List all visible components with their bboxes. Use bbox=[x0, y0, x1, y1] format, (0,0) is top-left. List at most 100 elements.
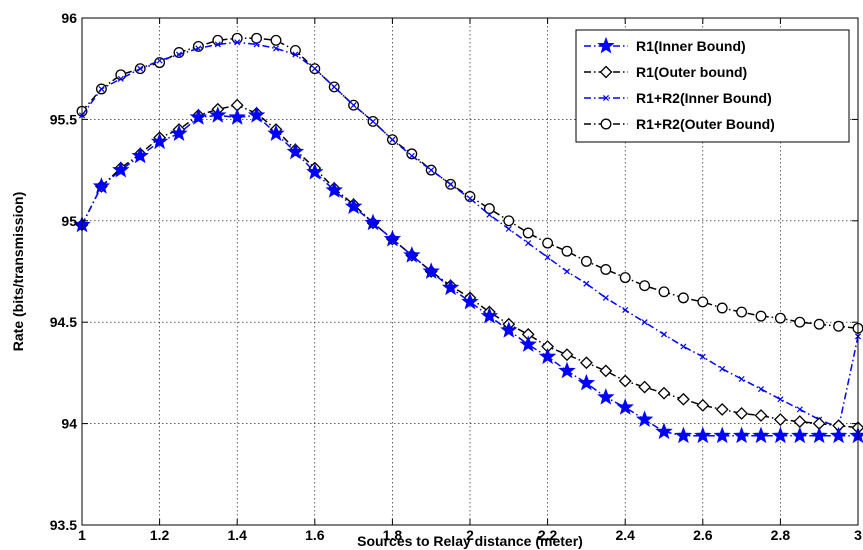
data-point bbox=[639, 280, 651, 292]
data-point bbox=[791, 426, 809, 444]
data-point bbox=[757, 386, 765, 393]
data-point bbox=[175, 51, 183, 58]
data-point bbox=[635, 410, 654, 427]
data-point bbox=[777, 396, 784, 403]
x-tick-label: 1.2 bbox=[150, 527, 170, 543]
data-point bbox=[599, 364, 613, 378]
legend-label: R1(Inner Bound) bbox=[636, 38, 746, 54]
data-point bbox=[774, 312, 786, 324]
data-point bbox=[464, 191, 476, 202]
x-tick-label: 2.8 bbox=[771, 527, 791, 543]
data-point bbox=[251, 32, 263, 44]
data-point bbox=[525, 240, 532, 247]
data-point bbox=[738, 375, 745, 383]
data-point bbox=[503, 215, 515, 227]
data-point bbox=[247, 106, 266, 123]
data-point bbox=[325, 181, 343, 198]
data-point bbox=[406, 148, 418, 160]
data-point bbox=[292, 51, 299, 58]
x-tick-label: 1.6 bbox=[305, 527, 325, 543]
data-point bbox=[306, 162, 324, 180]
data-point bbox=[542, 237, 554, 249]
legend-marker bbox=[600, 118, 612, 130]
data-point bbox=[641, 319, 648, 326]
data-point bbox=[267, 124, 285, 141]
x-tick-label: 2 bbox=[466, 527, 474, 543]
data-point bbox=[189, 108, 208, 125]
legend-entry: R1+R2(Inner Bound) bbox=[584, 90, 772, 106]
data-point bbox=[833, 320, 845, 332]
data-point bbox=[112, 160, 130, 178]
data-point bbox=[170, 124, 188, 141]
axis-ticks: 1 1.2 1.4 1.6 1.8 2 2.2 2.4 2.6 2.8 3 93.5 94 94.5 95 9… bbox=[50, 10, 862, 543]
data-point bbox=[674, 426, 693, 444]
y-tick-label: 96 bbox=[61, 10, 77, 26]
data-point bbox=[422, 262, 440, 279]
data-point bbox=[563, 268, 571, 275]
legend-marker bbox=[597, 36, 615, 54]
legend-entry: R1(Outer bound) bbox=[584, 64, 747, 80]
data-point bbox=[272, 45, 280, 52]
legend-label: R1+R2(Outer Bound) bbox=[636, 116, 775, 132]
x-tick-label: 1.4 bbox=[227, 527, 247, 543]
data-point bbox=[311, 65, 318, 72]
data-point bbox=[344, 197, 363, 215]
data-point bbox=[131, 146, 149, 164]
data-point bbox=[754, 409, 768, 422]
x-tick-label: 3 bbox=[854, 527, 862, 543]
x-tick-label: 2.2 bbox=[538, 527, 558, 543]
x-tick-label: 1 bbox=[78, 527, 86, 543]
legend-label: R1(Outer bound) bbox=[636, 64, 747, 80]
data-point bbox=[383, 229, 402, 247]
data-point bbox=[794, 316, 806, 328]
data-point bbox=[173, 47, 185, 58]
data-point bbox=[618, 374, 632, 388]
data-point bbox=[580, 255, 592, 267]
data-point bbox=[500, 321, 518, 338]
data-point bbox=[622, 307, 629, 314]
y-tick-label: 93.5 bbox=[50, 517, 77, 533]
y-axis-title: Rate (bits/transmission) bbox=[10, 192, 26, 351]
data-point bbox=[657, 386, 671, 400]
data-point bbox=[735, 407, 749, 420]
data-point bbox=[117, 75, 124, 82]
data-point bbox=[253, 41, 260, 48]
data-point bbox=[699, 353, 706, 360]
legend-entry: R1(Inner Bound) bbox=[584, 36, 746, 54]
data-point bbox=[209, 106, 227, 123]
data-point bbox=[732, 426, 751, 444]
data-point bbox=[579, 356, 593, 370]
data-point bbox=[694, 426, 712, 444]
data-point bbox=[719, 365, 726, 372]
data-point bbox=[715, 402, 729, 416]
data-point bbox=[538, 347, 557, 365]
data-point bbox=[486, 211, 493, 218]
y-tick-label: 94 bbox=[61, 416, 77, 432]
x-tick-label: 2.6 bbox=[693, 527, 713, 543]
data-point bbox=[461, 292, 479, 310]
data-point bbox=[677, 292, 689, 304]
series-line bbox=[81, 41, 859, 429]
series-line bbox=[81, 114, 858, 437]
data-point bbox=[713, 426, 731, 444]
data-point bbox=[716, 302, 728, 314]
data-point bbox=[98, 85, 105, 93]
data-point bbox=[583, 280, 590, 287]
data-point bbox=[389, 136, 396, 143]
data-point bbox=[619, 272, 631, 284]
data-point bbox=[228, 108, 246, 125]
data-point bbox=[447, 181, 454, 188]
x-tick-label: 1.8 bbox=[383, 527, 403, 543]
data-point bbox=[519, 335, 537, 352]
legend: R1(Inner Bound) R1(Outer bound) R1+R2(Inne… bbox=[575, 29, 850, 143]
data-point bbox=[616, 398, 634, 415]
data-point bbox=[736, 306, 748, 318]
data-point bbox=[270, 34, 282, 46]
y-tick-label: 95.5 bbox=[50, 111, 77, 127]
data-point bbox=[697, 296, 709, 308]
data-point bbox=[660, 331, 668, 338]
legend-marker bbox=[599, 65, 613, 79]
data-point bbox=[773, 413, 787, 426]
data-point bbox=[810, 426, 828, 444]
data-point bbox=[655, 422, 673, 440]
